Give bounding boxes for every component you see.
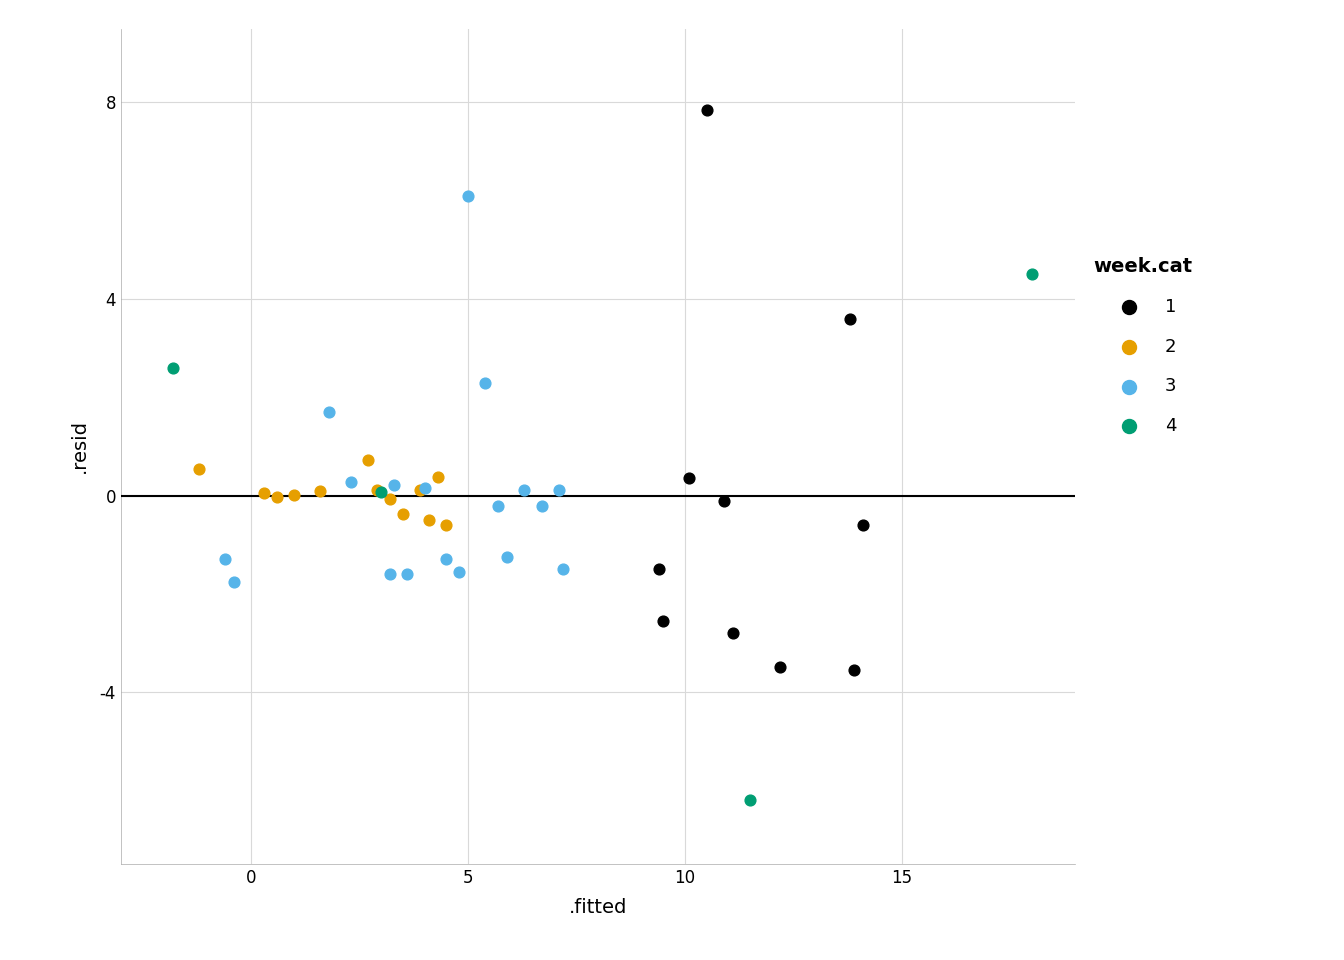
3 [414, 481, 435, 496]
2 [266, 489, 288, 504]
3 [223, 574, 245, 589]
2 [379, 492, 401, 507]
2 [392, 507, 414, 522]
Legend: 1, 2, 3, 4: 1, 2, 3, 4 [1094, 257, 1193, 435]
1 [843, 662, 864, 678]
4 [1021, 267, 1043, 282]
1 [839, 311, 860, 326]
Y-axis label: .resid: .resid [70, 420, 89, 473]
3 [474, 374, 496, 390]
2 [435, 517, 457, 533]
3 [379, 566, 401, 582]
3 [396, 566, 418, 582]
2 [427, 469, 449, 485]
1 [652, 613, 673, 629]
2 [410, 482, 431, 497]
3 [435, 552, 457, 567]
2 [284, 487, 305, 502]
1 [714, 493, 735, 509]
1 [722, 625, 743, 640]
3 [513, 482, 535, 497]
2 [309, 483, 331, 498]
1 [770, 660, 792, 675]
3 [340, 474, 362, 490]
3 [496, 549, 517, 564]
3 [214, 552, 235, 567]
1 [696, 102, 718, 117]
3 [383, 477, 405, 492]
1 [852, 517, 874, 533]
3 [552, 562, 574, 577]
2 [188, 461, 210, 476]
X-axis label: .fitted: .fitted [569, 898, 628, 917]
2 [366, 482, 387, 497]
3 [449, 564, 470, 580]
3 [457, 188, 478, 204]
4 [163, 360, 184, 375]
4 [739, 792, 761, 807]
2 [418, 513, 439, 528]
1 [648, 562, 669, 577]
2 [253, 486, 274, 501]
3 [488, 498, 509, 514]
3 [548, 482, 570, 497]
1 [679, 470, 700, 486]
3 [319, 404, 340, 420]
2 [358, 452, 379, 468]
3 [531, 498, 552, 514]
4 [371, 484, 392, 499]
